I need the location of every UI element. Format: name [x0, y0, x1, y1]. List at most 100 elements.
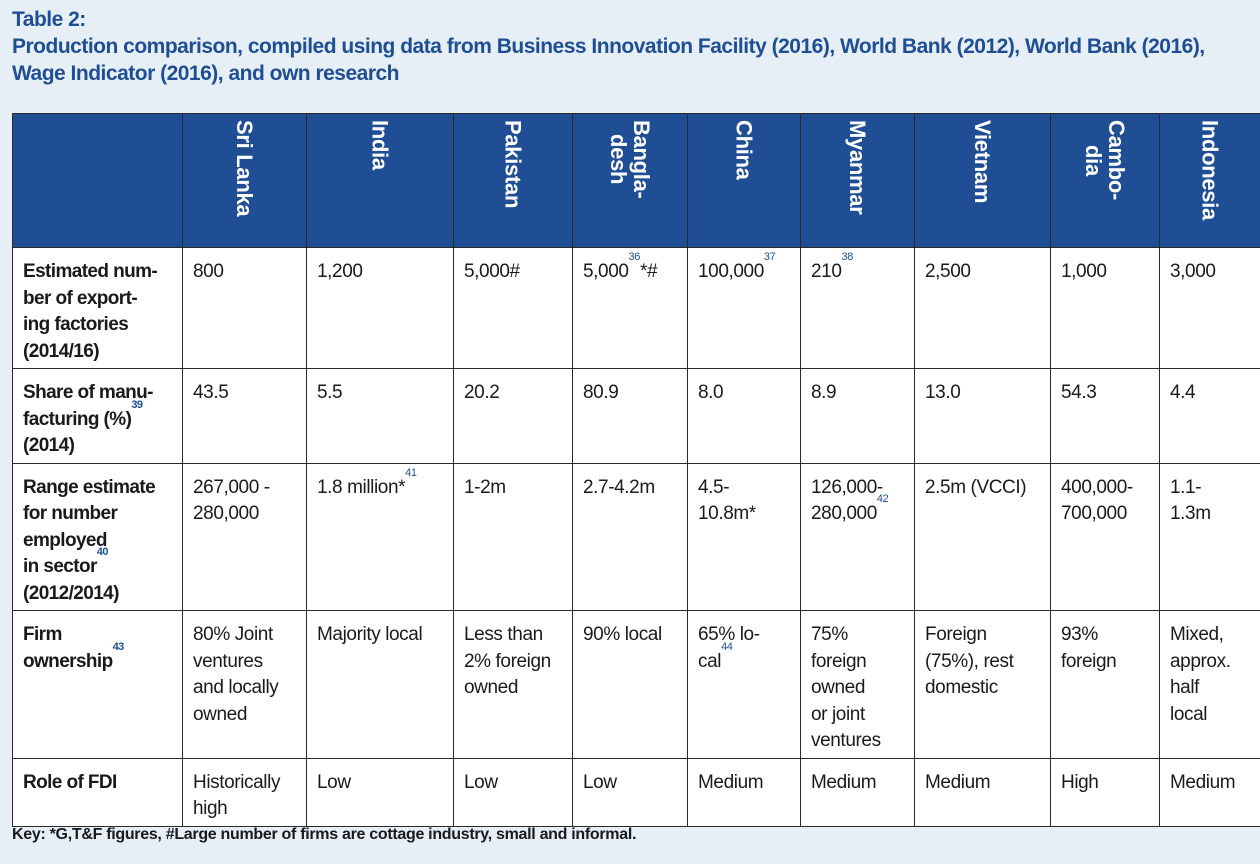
footnote-ref: 37: [763, 251, 776, 263]
table-cell: 80.9: [572, 368, 688, 464]
table-cell: Medium: [1159, 757, 1260, 827]
footnote-ref: 42: [876, 493, 889, 505]
table-cell: 1,000: [1050, 247, 1160, 369]
table-cell: 1-2m: [453, 462, 573, 611]
cell-text: 800: [193, 261, 224, 282]
table-cell: 43.5: [182, 368, 307, 464]
cell-text: Medium: [925, 771, 991, 793]
row-header: Estimated num-ber of export-ing factorie…: [12, 247, 183, 369]
cell-text: Medium: [1170, 771, 1236, 793]
cell-text: 5,000#: [464, 261, 520, 282]
cell-text-after: (2014): [23, 435, 75, 456]
footnote-ref: 44: [721, 640, 733, 653]
table-cell: Medium: [687, 757, 801, 827]
table-row: Range estimate for number employed in secto…: [12, 462, 1260, 611]
table-cell: Historically high: [182, 757, 307, 827]
table-cell: 8.9: [800, 368, 915, 464]
header-corner: [12, 113, 183, 248]
table-cell: 3,000: [1159, 247, 1260, 369]
cell-text: 75% foreign owned or joint ventures: [811, 624, 881, 751]
table-label: Table 2:: [12, 8, 86, 31]
cell-text: 93% foreign: [1061, 624, 1117, 672]
cell-text: Low: [317, 771, 351, 793]
cell-text: 43.5: [193, 382, 229, 403]
table-cell: Majority local: [306, 610, 454, 759]
cell-text: 13.0: [925, 382, 961, 403]
column-header: Pakistan: [453, 113, 573, 248]
table-cell: Medium: [800, 757, 915, 827]
cell-text: 100,000: [698, 261, 764, 282]
cell-text: Majority local: [317, 624, 423, 645]
cell-text: 267,000 -280,000: [193, 476, 270, 525]
row-header: Range estimate for number employed in secto…: [12, 462, 183, 611]
cell-text: 400,000- 700,000: [1061, 476, 1133, 525]
footnote-ref: 36: [628, 251, 641, 263]
table-cell: High: [1050, 757, 1160, 827]
row-header: Share of manu-facturing (%)39 (2014): [12, 368, 183, 464]
cell-text: 1.8 million*: [317, 476, 406, 498]
cell-text: 54.3: [1061, 382, 1097, 403]
cell-text: 80.9: [583, 382, 619, 403]
table-cell: 93% foreign: [1050, 610, 1160, 759]
table-cell: 75% foreign owned or joint ventures: [800, 610, 915, 759]
cell-text: 20.2: [464, 382, 500, 403]
column-header: Sri Lanka: [182, 113, 307, 248]
table-row: Role of FDI Historically high Low Low Low Medi…: [12, 757, 1260, 827]
cell-text: 5.5: [317, 382, 343, 403]
cell-text: 210: [811, 261, 842, 282]
column-header: Myanmar: [800, 113, 915, 248]
cell-text: Estimated num-ber of export-ing factorie…: [23, 261, 158, 362]
table-cell: 1,200: [306, 247, 454, 369]
table-cell: Foreign (75%), rest domestic: [914, 610, 1051, 759]
cell-text: 90% local: [583, 624, 662, 645]
table-cell: Low: [306, 757, 454, 827]
footnote-ref: 41: [405, 466, 417, 479]
table-cell: 8.0: [687, 368, 801, 464]
row-header: Firm ownership43: [12, 610, 183, 759]
cell-text: Medium: [811, 771, 877, 793]
production-comparison-table: Sri Lanka India Pakistan Bangla-desh Chi…: [12, 113, 1260, 827]
column-header-label: Indonesia: [1197, 120, 1223, 220]
column-header-label: China: [731, 120, 757, 180]
table-cell: 90% local: [572, 610, 688, 759]
table-cell: 2,500: [914, 247, 1051, 369]
table-cell: 2.7-4.2m: [572, 462, 688, 611]
cell-text-after: *#: [639, 261, 658, 282]
cell-text: 8.9: [811, 382, 837, 403]
column-header: Cambo-dia: [1050, 113, 1160, 248]
table-key: Key: *G,T&F figures, #Large number of fi…: [12, 826, 637, 843]
table-cell: Mixed, approx. half local: [1159, 610, 1260, 759]
cell-text: Mixed, approx. half local: [1170, 624, 1231, 725]
column-header-label: Bangla-desh: [606, 120, 654, 199]
cell-text: High: [1061, 771, 1099, 793]
column-header-label: India: [367, 120, 393, 170]
table-cell: 54.3: [1050, 368, 1160, 464]
table-cell: 4.4: [1159, 368, 1260, 464]
cell-text: 3,000: [1170, 261, 1216, 282]
table-title: Table 2: Production comparison, compiled…: [12, 6, 1248, 87]
table-cell: 80% Joint ventures and locally owned: [182, 610, 307, 759]
cell-text: 4.4: [1170, 382, 1196, 403]
cell-text: Less than 2% foreign owned: [464, 624, 551, 698]
cell-text: 1.1- 1.3m: [1170, 476, 1211, 525]
table-row: Firm ownership43 80% Joint ventures and loca…: [12, 610, 1260, 759]
table-cell: 5,000#: [453, 247, 573, 369]
table-cell: Low: [453, 757, 573, 827]
header-row: Sri Lanka India Pakistan Bangla-desh Chi…: [12, 113, 1260, 248]
table-cell: Medium: [914, 757, 1051, 827]
table-cell: 267,000 -280,000: [182, 462, 307, 611]
table-cell: 5,00036*#: [572, 247, 688, 369]
column-header-label: Myanmar: [845, 120, 870, 215]
footnote-ref: 38: [841, 251, 854, 263]
table-row: Estimated num-ber of export-ing factorie…: [12, 247, 1260, 369]
cell-text: 80% Joint ventures and locally owned: [193, 624, 279, 725]
cell-text: Historically high: [193, 771, 281, 820]
table-cell: 65% lo-cal44: [687, 610, 801, 759]
column-header: India: [306, 113, 454, 248]
table-cell: 126,000- 280,00042: [800, 462, 915, 611]
cell-text-after: (2012/2014): [23, 582, 119, 604]
cell-text: Share of manu-facturing (%): [23, 382, 154, 430]
cell-text: Range estimate for number employed in secto…: [23, 476, 156, 578]
table-row: Share of manu-facturing (%)39 (2014) 43.5 5…: [12, 368, 1260, 464]
cell-text: Firm ownership: [23, 624, 113, 672]
